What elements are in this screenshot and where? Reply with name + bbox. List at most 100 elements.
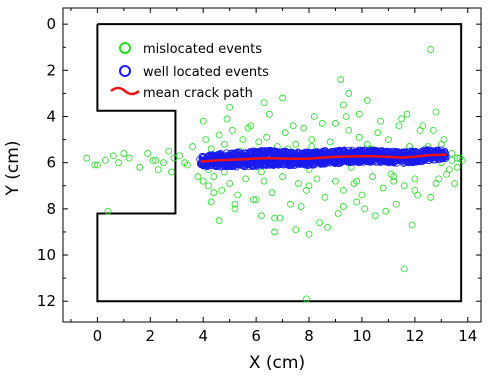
- legend-label-mislocated: mislocated events: [143, 42, 262, 57]
- point-mislocated: [437, 140, 445, 148]
- point-mislocated: [231, 205, 239, 213]
- point-mislocated: [403, 110, 411, 118]
- point-mislocated: [445, 166, 453, 174]
- point-mislocated: [165, 147, 173, 155]
- point-mislocated: [332, 120, 339, 127]
- point-mislocated: [295, 180, 302, 187]
- point-mislocated: [91, 161, 99, 169]
- point-mislocated: [432, 180, 440, 187]
- legend-label-well-located: well located events: [143, 65, 269, 80]
- point-mislocated: [321, 193, 329, 201]
- point-mislocated: [181, 159, 189, 167]
- point-mislocated: [144, 150, 152, 157]
- point-mislocated: [313, 175, 321, 183]
- point-mislocated: [305, 230, 313, 238]
- point-mislocated: [234, 191, 242, 199]
- point-mislocated: [302, 186, 310, 194]
- point-mislocated: [379, 184, 387, 192]
- point-mislocated: [252, 196, 260, 204]
- point-mislocated: [318, 120, 326, 127]
- x-tick-label: 12: [405, 327, 424, 345]
- point-mislocated: [355, 133, 363, 141]
- point-mislocated: [271, 228, 279, 236]
- y-tick-label: 2: [46, 61, 56, 79]
- point-mislocated: [377, 117, 384, 125]
- point-mislocated: [440, 136, 448, 144]
- point-mislocated: [340, 186, 347, 194]
- point-mislocated: [342, 113, 350, 120]
- x-tick-label: 10: [352, 327, 371, 345]
- point-mislocated: [429, 126, 437, 134]
- point-mislocated: [358, 191, 366, 199]
- point-mislocated: [104, 207, 112, 215]
- point-mislocated: [345, 90, 353, 97]
- point-mislocated: [392, 200, 400, 208]
- point-mislocated: [324, 223, 331, 231]
- point-mislocated: [390, 173, 398, 180]
- point-mislocated: [305, 166, 313, 174]
- point-mislocated: [308, 143, 316, 150]
- point-mislocated: [215, 217, 223, 224]
- y-tick-label: 4: [46, 108, 56, 126]
- axes-frame: [62, 7, 482, 323]
- point-mislocated: [226, 180, 234, 187]
- y-axis-label: Y (cm): [3, 141, 23, 197]
- point-mislocated: [395, 122, 403, 130]
- legend-marker-mislocated: [119, 42, 131, 54]
- point-mislocated: [199, 117, 207, 125]
- point-mislocated: [279, 173, 286, 180]
- point-mislocated: [427, 46, 435, 53]
- point-mislocated: [363, 140, 371, 148]
- x-tick-label: 0: [93, 327, 103, 345]
- point-mislocated: [369, 173, 376, 180]
- point-mislocated: [109, 152, 117, 160]
- y-tick-label: 0: [46, 15, 56, 33]
- point-mislocated: [400, 265, 408, 273]
- point-mislocated: [279, 94, 286, 102]
- point-mislocated: [226, 103, 234, 111]
- x-tick-label: 14: [458, 327, 477, 345]
- legend-marker-mean-crack-path: [110, 86, 140, 96]
- point-mislocated: [276, 214, 284, 222]
- point-mislocated: [218, 186, 226, 194]
- point-mislocated: [258, 168, 265, 176]
- x-tick-label: 4: [198, 327, 208, 345]
- legend-marker-well-located: [119, 65, 131, 77]
- point-mislocated: [308, 136, 316, 144]
- point-mislocated: [263, 133, 271, 141]
- plot-area: [83, 23, 466, 303]
- point-mislocated: [297, 203, 305, 210]
- point-mislocated: [176, 152, 183, 160]
- point-mislocated: [194, 173, 202, 180]
- point-mislocated: [435, 175, 443, 183]
- point-mislocated: [302, 295, 310, 303]
- point-mislocated: [210, 173, 218, 180]
- point-mislocated: [408, 221, 416, 229]
- point-mislocated: [160, 159, 167, 167]
- tick-marks: 0 2 4 6 8 10 12 14 0 2 4 6 8 10 12: [37, 8, 481, 345]
- point-mislocated: [337, 76, 345, 83]
- point-mislocated: [451, 180, 458, 187]
- legend: mislocated events well located events mean…: [110, 42, 269, 101]
- axis-labels: X (cm) Y (cm): [3, 141, 305, 373]
- point-mislocated: [189, 143, 197, 150]
- point-mislocated: [207, 198, 215, 206]
- point-mislocated: [411, 186, 419, 194]
- x-tick-label: 2: [146, 327, 156, 345]
- point-mislocated: [207, 145, 215, 153]
- point-mislocated: [258, 212, 265, 220]
- point-mislocated: [382, 207, 390, 215]
- point-mislocated: [316, 219, 324, 227]
- x-axis-label: X (cm): [249, 353, 305, 373]
- point-mislocated: [347, 163, 355, 171]
- y-tick-label: 6: [46, 154, 56, 172]
- point-mislocated: [260, 99, 268, 107]
- point-mislocated: [310, 113, 318, 120]
- point-mislocated: [205, 182, 212, 190]
- point-mislocated: [115, 159, 122, 167]
- point-mislocated: [93, 161, 101, 169]
- y-tick-label: 10: [37, 246, 56, 264]
- point-mislocated: [345, 126, 353, 134]
- point-mislocated: [154, 166, 162, 174]
